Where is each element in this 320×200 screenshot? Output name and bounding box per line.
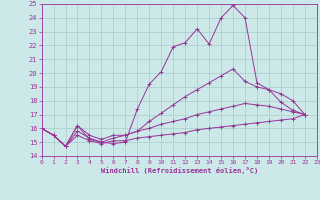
X-axis label: Windchill (Refroidissement éolien,°C): Windchill (Refroidissement éolien,°C) [100,167,258,174]
